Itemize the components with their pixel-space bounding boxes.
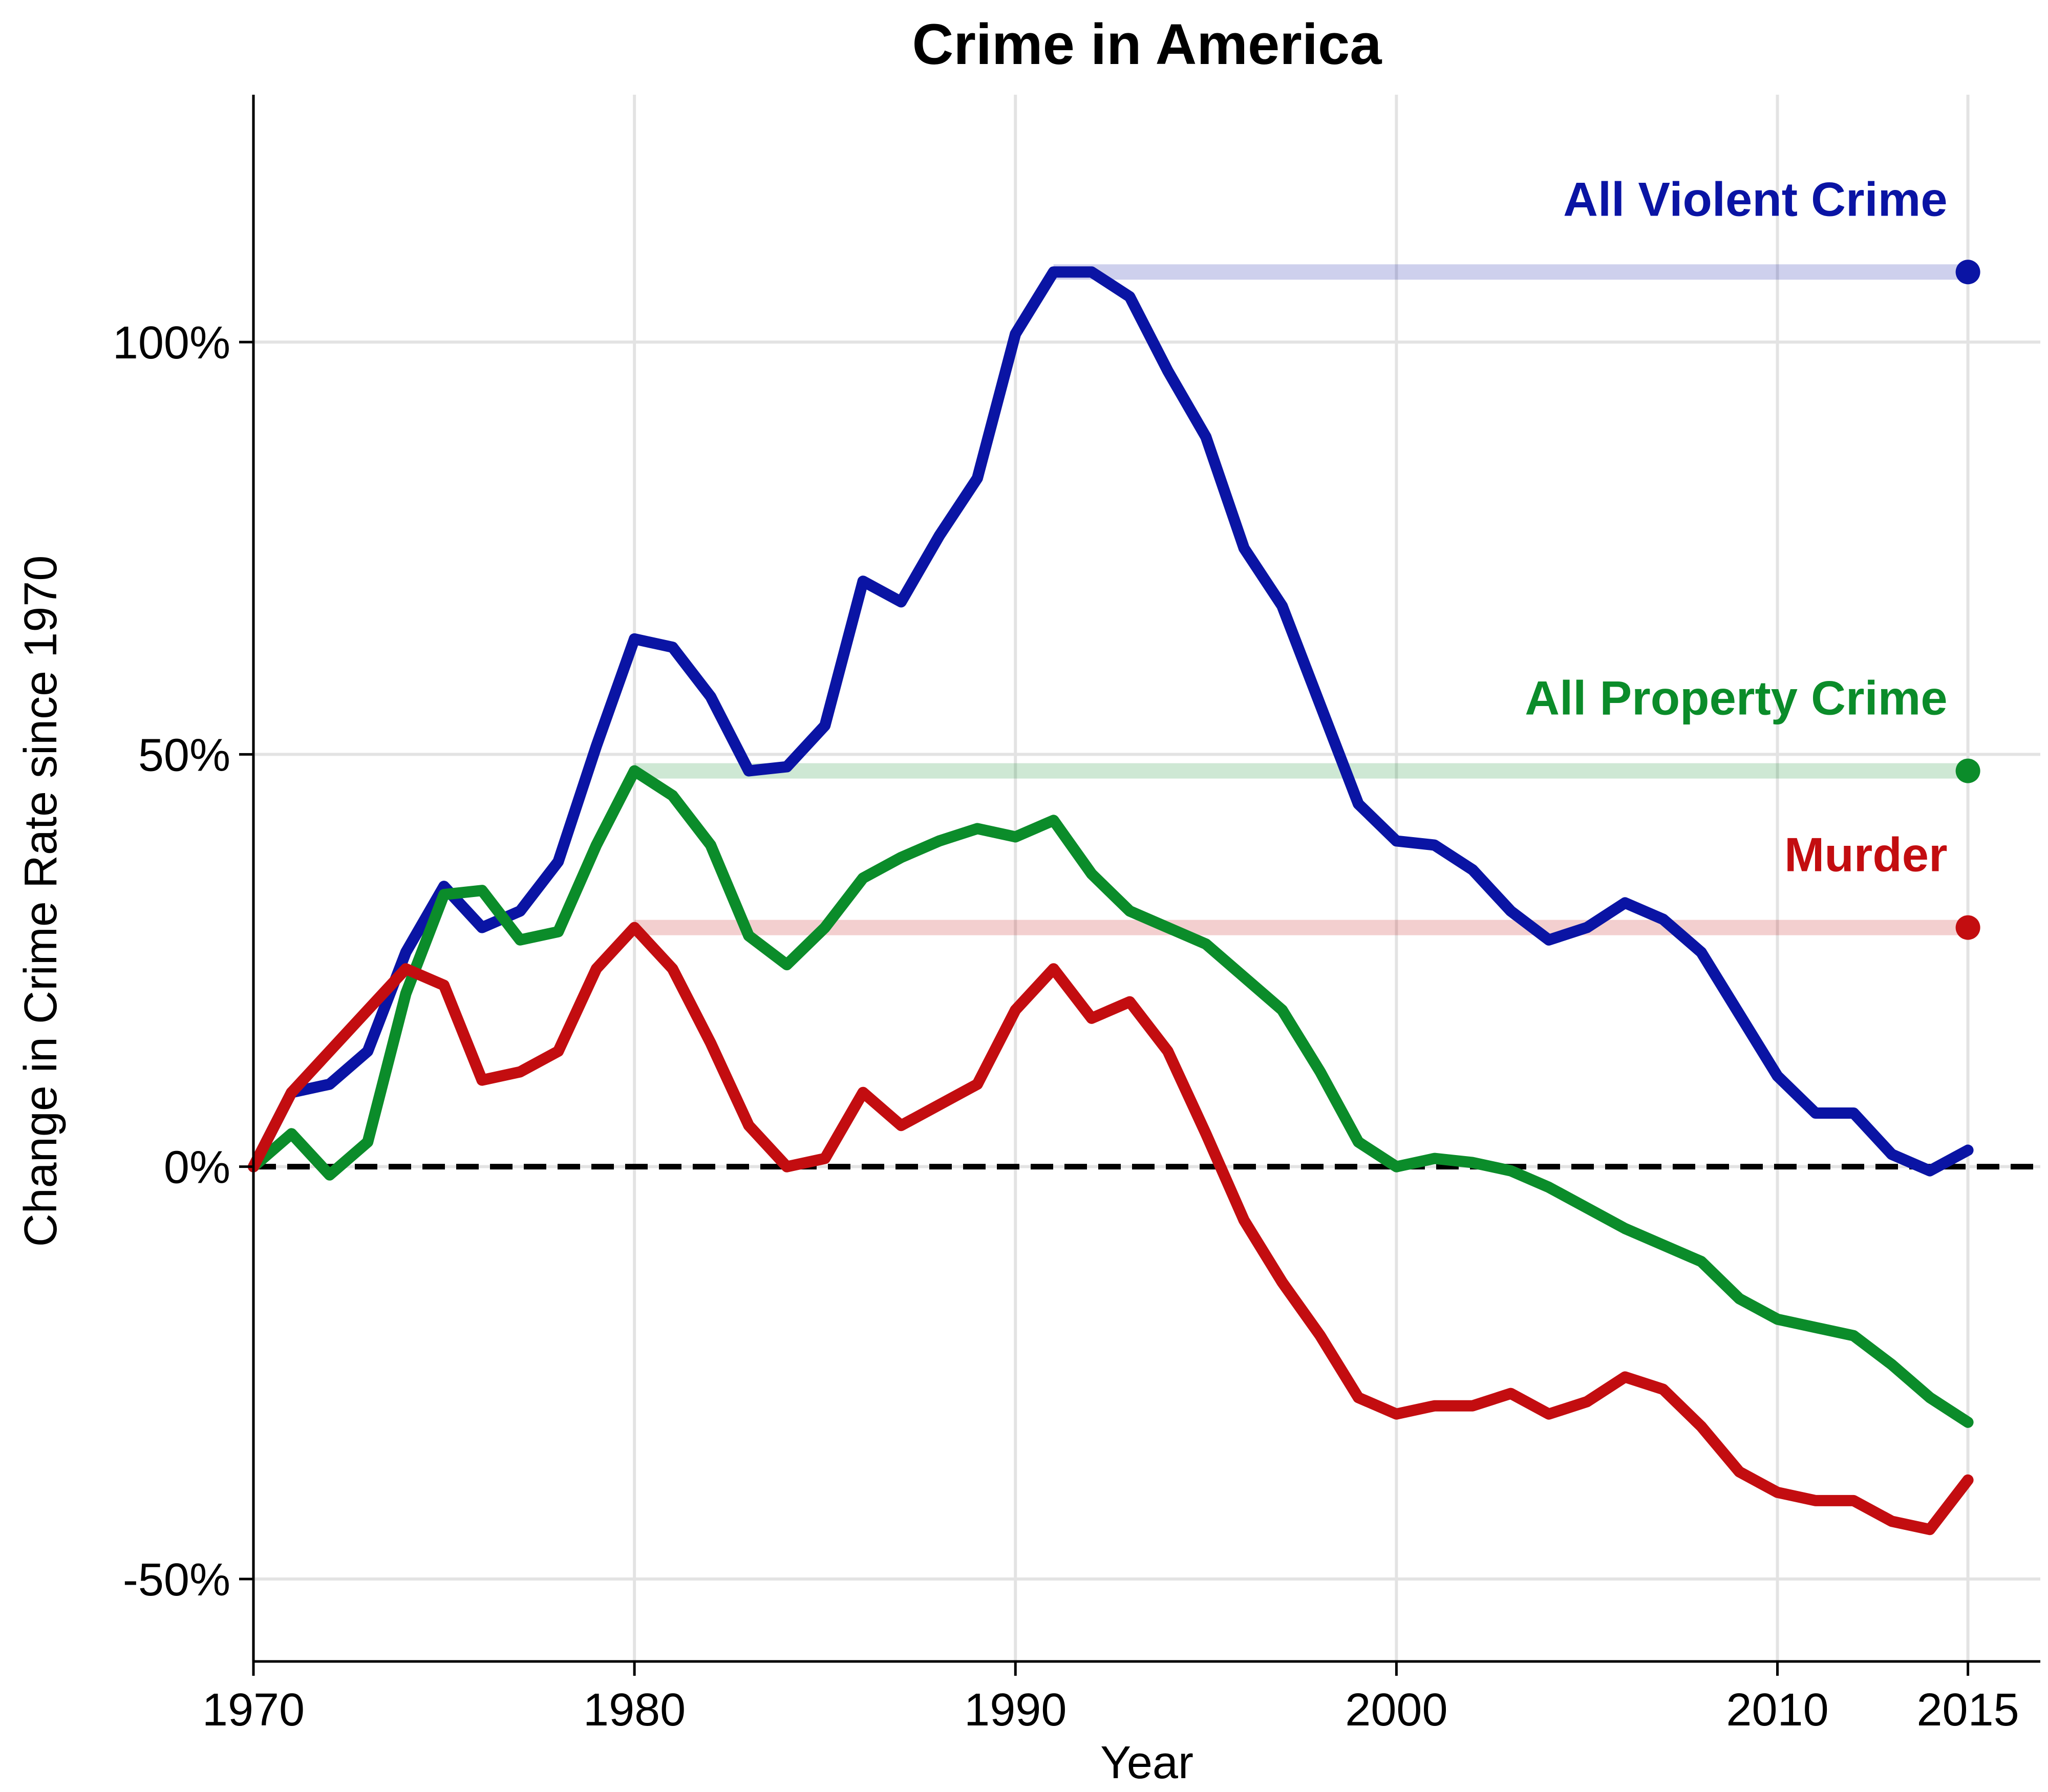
peak-marker-1 bbox=[1955, 758, 1980, 783]
y-tick-label-3: 100% bbox=[113, 317, 230, 369]
chart-title: Crime in America bbox=[912, 12, 1382, 76]
series-label-0: All Violent Crime bbox=[1563, 172, 1947, 226]
x-tick-label-1980: 1980 bbox=[583, 1684, 686, 1736]
y-axis-ticks: -50% 0% 50% 100% bbox=[113, 317, 253, 1606]
x-tick-label-2015: 2015 bbox=[1917, 1684, 2019, 1736]
peak-marker-2 bbox=[1955, 915, 1980, 940]
axes: 1970 1980 1990 2000 2010 2015 -50% 0% 50% 100% bbox=[113, 95, 2040, 1736]
x-tick-label-1990: 1990 bbox=[964, 1684, 1066, 1736]
peak-marker-0 bbox=[1955, 260, 1980, 285]
x-tick-label-2000: 2000 bbox=[1345, 1684, 1447, 1736]
x-axis-title: Year bbox=[1100, 1737, 1193, 1788]
series-line-2 bbox=[248, 922, 1974, 1535]
y-tick-label-1: 0% bbox=[164, 1142, 230, 1193]
series-label-1: All Property Crime bbox=[1525, 671, 1947, 725]
x-tick-label-1970: 1970 bbox=[202, 1684, 305, 1736]
y-tick-label-0: -50% bbox=[123, 1554, 230, 1606]
series-line-1 bbox=[248, 765, 1974, 1428]
y-axis-title: Change in Crime Rate since 1970 bbox=[15, 556, 67, 1247]
series-line-0 bbox=[248, 266, 1974, 1177]
y-tick-label-2: 50% bbox=[138, 730, 230, 781]
x-tick-label-2010: 2010 bbox=[1726, 1684, 1828, 1736]
series-label-2: Murder bbox=[1784, 828, 1948, 882]
x-axis-ticks: 1970 1980 1990 2000 2010 2015 bbox=[202, 1661, 2019, 1736]
series-lines bbox=[248, 260, 1980, 1535]
series-labels: All Violent Crime All Property Crime Murde… bbox=[1525, 172, 1947, 881]
peak-reference-lines bbox=[634, 264, 1968, 935]
